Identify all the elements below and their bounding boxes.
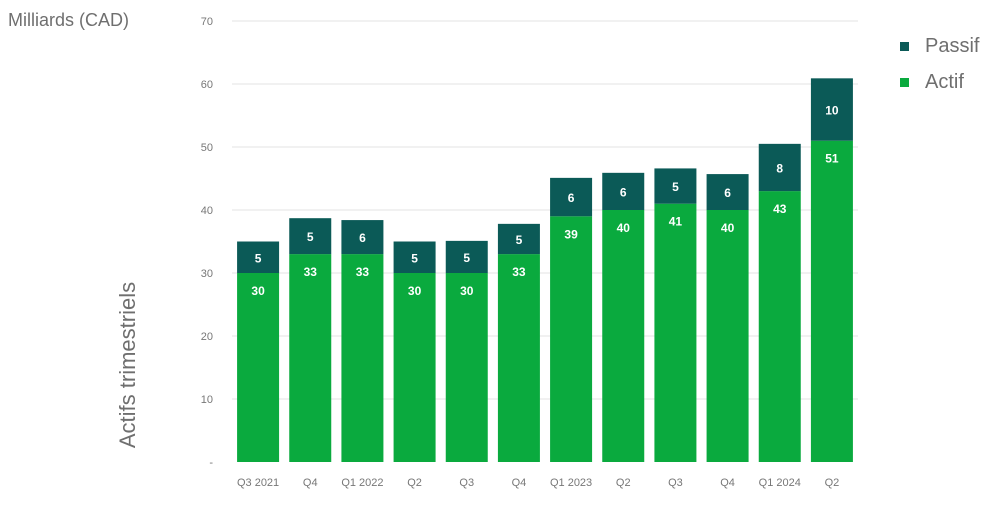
y-tick-label: 70 <box>201 16 213 28</box>
data-label-actif: 30 <box>460 284 474 298</box>
data-label-actif: 41 <box>669 215 683 229</box>
bar-passif <box>497 223 540 255</box>
data-label-passif: 5 <box>516 233 523 247</box>
bar-actif <box>393 273 436 462</box>
x-tick-label: Q1 2022 <box>341 477 383 489</box>
data-label-passif: 6 <box>359 231 366 245</box>
legend-swatch-passif <box>900 41 909 51</box>
x-tick-label: Q3 2021 <box>237 477 279 489</box>
legend-item-actif: Actif <box>900 64 979 100</box>
x-tick-label: Q1 2023 <box>550 477 592 489</box>
legend-item-passif: Passif <box>900 28 979 64</box>
bar-actif <box>289 254 332 462</box>
bar-actif <box>706 210 749 462</box>
x-tick-label: Q2 <box>616 477 631 489</box>
y-tick-label: 40 <box>201 205 213 217</box>
bar-passif <box>237 241 280 273</box>
y-tick-label: 50 <box>201 142 213 154</box>
unit-label: Milliards (CAD) <box>8 10 129 30</box>
y-tick-label: 20 <box>201 331 213 343</box>
data-label-actif: 33 <box>304 265 318 279</box>
bar-actif <box>445 273 488 462</box>
legend-swatch-actif <box>900 77 909 87</box>
bar-actif <box>810 140 853 462</box>
data-label-passif: 5 <box>411 251 418 265</box>
bar-actif <box>758 191 801 462</box>
data-label-actif: 39 <box>564 227 578 241</box>
bar-passif <box>550 177 593 217</box>
bar-passif <box>602 172 645 210</box>
data-label-actif: 33 <box>512 265 526 279</box>
bar-passif <box>445 240 488 273</box>
x-tick-label: Q4 <box>303 477 318 489</box>
bar-passif <box>758 143 801 192</box>
legend: Passif Actif <box>900 28 979 100</box>
x-tick-label: Q3 <box>459 477 474 489</box>
bar-actif <box>237 273 280 462</box>
data-label-actif: 40 <box>721 221 735 235</box>
bar-passif <box>706 174 749 210</box>
x-tick-label: Q3 <box>668 477 683 489</box>
x-tick-label: Q2 <box>407 477 422 489</box>
legend-label-passif: Passif <box>925 34 980 57</box>
bar-actif <box>550 216 593 462</box>
bar-passif <box>341 220 384 255</box>
x-tick-label: Q4 <box>720 477 735 489</box>
data-label-passif: 6 <box>568 191 575 205</box>
y-tick-label: 30 <box>201 268 213 280</box>
y-tick-label: 10 <box>201 394 213 406</box>
data-label-passif: 5 <box>307 230 314 244</box>
data-label-actif: 30 <box>251 284 265 298</box>
bar-actif <box>602 210 645 462</box>
data-label-passif: 8 <box>776 161 783 175</box>
bar-passif <box>393 241 436 273</box>
bar-passif <box>289 218 332 255</box>
data-label-passif: 5 <box>672 180 679 194</box>
x-tick-label: Q1 2024 <box>759 477 801 489</box>
data-label-actif: 33 <box>356 265 370 279</box>
bar-actif <box>654 203 697 462</box>
y-tick-label: - <box>209 457 213 469</box>
bar-passif <box>810 78 853 141</box>
bar-actif <box>497 254 540 462</box>
legend-label-actif: Actif <box>925 70 964 93</box>
data-label-passif: 6 <box>724 186 731 200</box>
bar-actif <box>341 254 384 462</box>
data-label-actif: 30 <box>408 284 422 298</box>
data-label-passif: 5 <box>463 251 470 265</box>
data-label-passif: 6 <box>620 185 627 199</box>
data-label-passif: 10 <box>825 104 839 118</box>
x-tick-label: Q4 <box>512 477 527 489</box>
data-label-actif: 43 <box>773 202 787 216</box>
data-label-actif: 51 <box>825 152 839 166</box>
bar-passif <box>654 168 697 204</box>
data-label-actif: 40 <box>617 221 631 235</box>
data-label-passif: 5 <box>255 251 262 265</box>
x-tick-label: Q2 <box>825 477 840 489</box>
y-tick-label: 60 <box>201 79 213 91</box>
